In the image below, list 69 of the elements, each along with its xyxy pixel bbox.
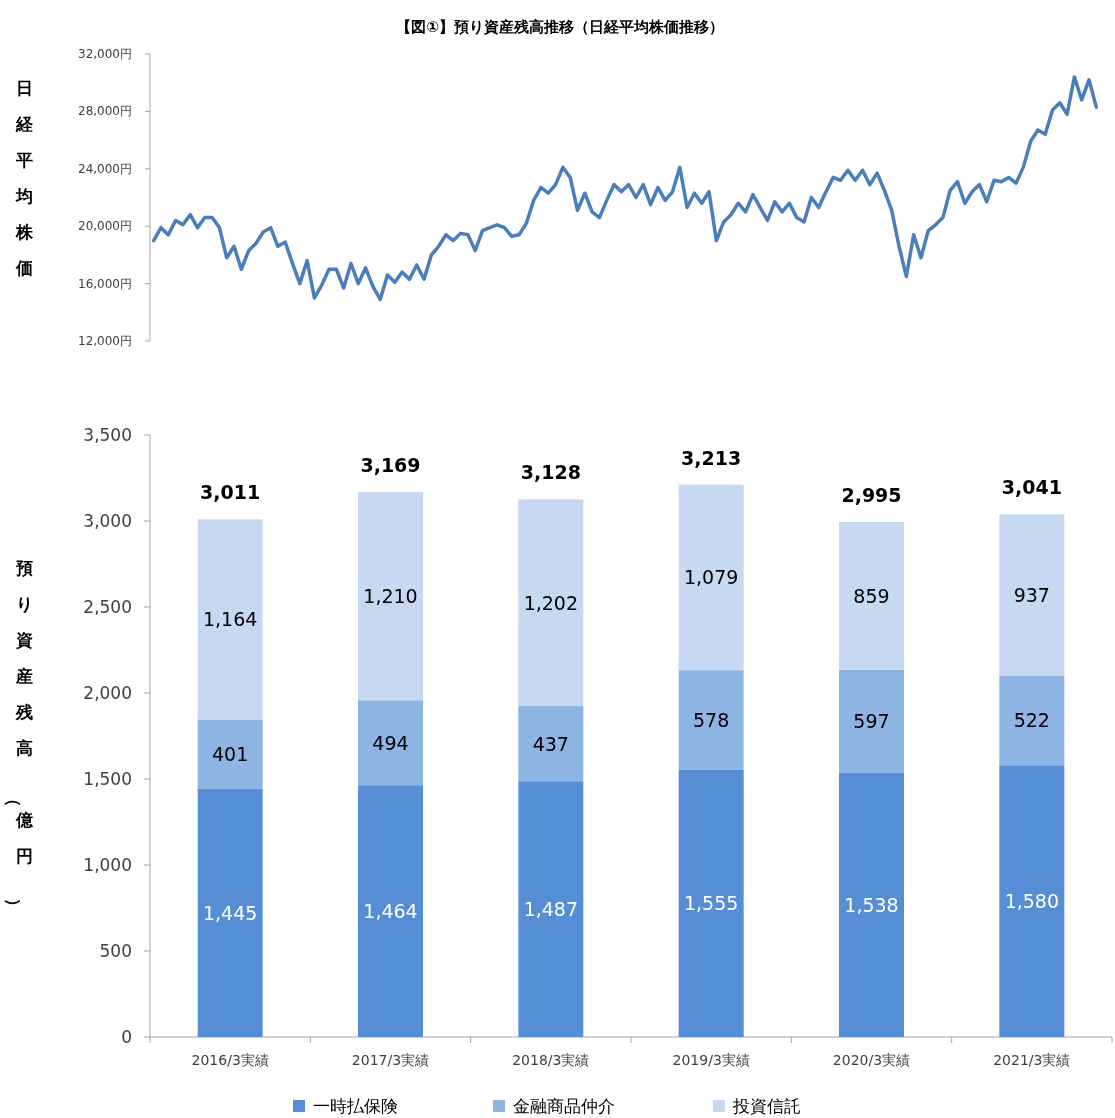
data-label: 1,164 bbox=[202, 608, 258, 631]
bar bbox=[197, 788, 263, 1037]
data-label: 1,487 bbox=[523, 898, 579, 921]
y-tick-label: 2,500 bbox=[83, 597, 132, 617]
total-label: 3,213 bbox=[681, 446, 742, 469]
total-label: 2,995 bbox=[841, 484, 902, 507]
bar bbox=[358, 492, 423, 701]
total-label: 3,041 bbox=[1001, 476, 1062, 499]
bar bbox=[197, 519, 263, 720]
data-label: 401 bbox=[212, 742, 249, 765]
data-label: 1,580 bbox=[1004, 890, 1060, 913]
y-tick-label: 20,000円 bbox=[78, 219, 132, 234]
data-label: 437 bbox=[532, 732, 569, 755]
y-tick-label: 16,000円 bbox=[78, 276, 132, 291]
data-label: 859 bbox=[853, 584, 890, 607]
bar bbox=[999, 514, 1065, 676]
x-tick-label: 2021/3実績 bbox=[993, 1052, 1071, 1068]
bar bbox=[839, 669, 904, 773]
data-label: 578 bbox=[693, 708, 730, 731]
data-label: 937 bbox=[1013, 583, 1050, 606]
legend-label: 一時払保険 bbox=[313, 1096, 398, 1116]
data-label: 522 bbox=[1013, 709, 1050, 732]
data-label: 1,445 bbox=[202, 901, 258, 924]
data-label: 1,202 bbox=[523, 591, 579, 614]
x-tick-label: 2019/3実績 bbox=[672, 1052, 750, 1068]
text: 預り資産残高（億円） bbox=[3, 558, 33, 915]
total-label: 3,169 bbox=[360, 454, 421, 477]
bar bbox=[358, 700, 423, 786]
y-tick-label: 3,500 bbox=[83, 425, 132, 445]
bar bbox=[999, 675, 1065, 766]
y-axis-title: 日経平均株価 bbox=[14, 78, 34, 278]
y-tick-label: 0 bbox=[121, 1027, 132, 1047]
data-label: 1,079 bbox=[683, 566, 739, 589]
data-label: 494 bbox=[372, 731, 409, 754]
y-tick-label: 28,000円 bbox=[78, 104, 132, 119]
data-label: 1,210 bbox=[363, 585, 418, 608]
y-tick-label: 2,000 bbox=[83, 683, 132, 703]
chart-title: 【図①】預り資産残高推移（日経平均株価推移） bbox=[396, 18, 724, 36]
y-tick-label: 1,500 bbox=[83, 769, 132, 789]
bar bbox=[518, 781, 584, 1037]
x-tick-label: 2016/3実績 bbox=[191, 1052, 269, 1068]
y-tick-label: 500 bbox=[99, 941, 132, 961]
bar bbox=[678, 484, 744, 671]
data-label: 1,464 bbox=[363, 900, 418, 923]
bar bbox=[358, 785, 423, 1037]
bar bbox=[518, 499, 584, 707]
bar bbox=[678, 670, 744, 770]
x-tick-label: 2017/3実績 bbox=[351, 1052, 430, 1068]
total-label: 3,011 bbox=[200, 481, 261, 504]
x-tick-label: 2020/3実績 bbox=[832, 1052, 911, 1068]
legend-label: 投資信託 bbox=[732, 1096, 801, 1116]
bar bbox=[678, 769, 744, 1037]
x-tick-label: 2018/3実績 bbox=[512, 1052, 590, 1068]
legend-label: 金融商品仲介 bbox=[513, 1096, 615, 1116]
bar bbox=[197, 719, 263, 789]
line-series bbox=[151, 75, 1099, 302]
data-label: 1,538 bbox=[844, 893, 899, 916]
y-tick-label: 1,000 bbox=[83, 855, 132, 875]
data-label: 597 bbox=[853, 710, 890, 733]
bar bbox=[518, 706, 584, 782]
bar bbox=[839, 772, 904, 1037]
data-label: 1,555 bbox=[683, 892, 739, 915]
y-tick-label: 3,000 bbox=[83, 511, 132, 531]
y-tick-label: 12,000円 bbox=[78, 334, 132, 348]
y-tick-label: 32,000円 bbox=[78, 47, 132, 61]
bar bbox=[999, 765, 1065, 1037]
total-label: 3,128 bbox=[520, 461, 581, 484]
bar bbox=[839, 522, 904, 670]
y-tick-label: 24,000円 bbox=[78, 161, 132, 176]
